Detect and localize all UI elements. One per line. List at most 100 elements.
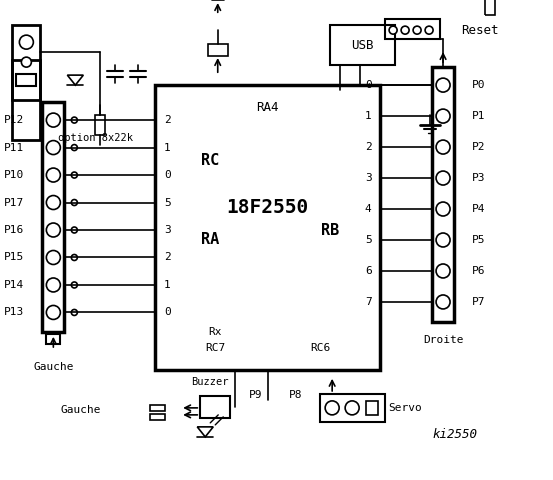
Bar — [385, 19, 440, 39]
Circle shape — [71, 144, 77, 151]
Text: P13: P13 — [4, 308, 24, 317]
Text: RB: RB — [321, 223, 340, 238]
Bar — [43, 102, 64, 332]
Circle shape — [46, 251, 60, 264]
Text: 2: 2 — [365, 142, 372, 152]
Circle shape — [71, 200, 77, 205]
Bar — [155, 85, 380, 370]
Text: 1: 1 — [164, 143, 171, 153]
Text: USB: USB — [351, 38, 373, 52]
Text: 0: 0 — [164, 308, 171, 317]
Bar — [366, 401, 378, 415]
Text: 7: 7 — [365, 297, 372, 307]
Circle shape — [46, 141, 60, 155]
Text: RA4: RA4 — [257, 101, 279, 114]
Text: P5: P5 — [472, 235, 486, 245]
Text: Rx: Rx — [208, 327, 222, 337]
Circle shape — [436, 109, 450, 123]
Circle shape — [19, 35, 33, 49]
Text: ki2550: ki2550 — [432, 428, 478, 442]
Text: P17: P17 — [4, 198, 24, 207]
Circle shape — [436, 264, 450, 278]
Circle shape — [389, 26, 397, 34]
Circle shape — [436, 171, 450, 185]
Circle shape — [22, 57, 32, 67]
Text: P15: P15 — [4, 252, 24, 263]
Text: P11: P11 — [4, 143, 24, 153]
Text: P2: P2 — [472, 142, 486, 152]
Text: 5: 5 — [365, 235, 372, 245]
Text: 2: 2 — [164, 115, 171, 125]
Text: 0: 0 — [365, 80, 372, 90]
Text: P0: P0 — [472, 80, 486, 90]
Bar — [485, 0, 495, 15]
Circle shape — [401, 26, 409, 34]
Text: 3: 3 — [164, 225, 171, 235]
Text: Gauche: Gauche — [60, 405, 101, 415]
Text: 0: 0 — [164, 170, 171, 180]
Circle shape — [436, 78, 450, 92]
Text: P16: P16 — [4, 225, 24, 235]
Text: P7: P7 — [472, 297, 486, 307]
Bar — [46, 334, 60, 344]
Text: P4: P4 — [472, 204, 486, 214]
Text: P3: P3 — [472, 173, 486, 183]
Bar — [17, 74, 36, 86]
Text: Droite: Droite — [423, 335, 463, 345]
Circle shape — [46, 223, 60, 237]
Text: RC7: RC7 — [205, 343, 226, 353]
Circle shape — [436, 140, 450, 154]
Circle shape — [46, 113, 60, 127]
Bar — [208, 44, 228, 56]
Circle shape — [71, 310, 77, 315]
Text: P9: P9 — [248, 390, 262, 400]
Text: Gauche: Gauche — [33, 362, 74, 372]
Bar — [200, 396, 230, 418]
Bar — [12, 25, 40, 100]
Text: 6: 6 — [365, 266, 372, 276]
Text: 3: 3 — [365, 173, 372, 183]
Text: Servo: Servo — [388, 403, 422, 413]
Circle shape — [46, 278, 60, 292]
Text: 18F2550: 18F2550 — [227, 198, 309, 217]
Circle shape — [436, 295, 450, 309]
Bar — [95, 115, 105, 135]
Circle shape — [71, 117, 77, 123]
Text: RC6: RC6 — [310, 343, 330, 353]
Circle shape — [46, 168, 60, 182]
Circle shape — [71, 227, 77, 233]
Text: 2: 2 — [164, 252, 171, 263]
Text: Reset: Reset — [461, 24, 499, 36]
Circle shape — [325, 401, 339, 415]
Bar — [330, 25, 395, 65]
Circle shape — [71, 282, 77, 288]
Circle shape — [46, 195, 60, 210]
Bar — [150, 414, 165, 420]
Text: P10: P10 — [4, 170, 24, 180]
Bar — [432, 67, 454, 322]
Text: P12: P12 — [4, 115, 24, 125]
Text: RA: RA — [201, 232, 220, 248]
Circle shape — [436, 202, 450, 216]
Bar — [320, 394, 385, 422]
Text: 4: 4 — [365, 204, 372, 214]
Circle shape — [425, 26, 433, 34]
Bar — [150, 405, 165, 411]
Text: option 8x22k: option 8x22k — [58, 133, 133, 143]
Text: P6: P6 — [472, 266, 486, 276]
Text: 5: 5 — [164, 198, 171, 207]
Text: 1: 1 — [164, 280, 171, 290]
Text: P8: P8 — [289, 390, 302, 400]
Circle shape — [345, 401, 359, 415]
Circle shape — [413, 26, 421, 34]
Text: P1: P1 — [472, 111, 486, 121]
Text: Buzzer: Buzzer — [191, 377, 229, 387]
Bar — [12, 60, 40, 140]
Text: P14: P14 — [4, 280, 24, 290]
Circle shape — [46, 305, 60, 320]
Text: 1: 1 — [365, 111, 372, 121]
Circle shape — [436, 233, 450, 247]
Circle shape — [71, 254, 77, 261]
Circle shape — [71, 172, 77, 178]
Text: RC: RC — [201, 153, 220, 168]
